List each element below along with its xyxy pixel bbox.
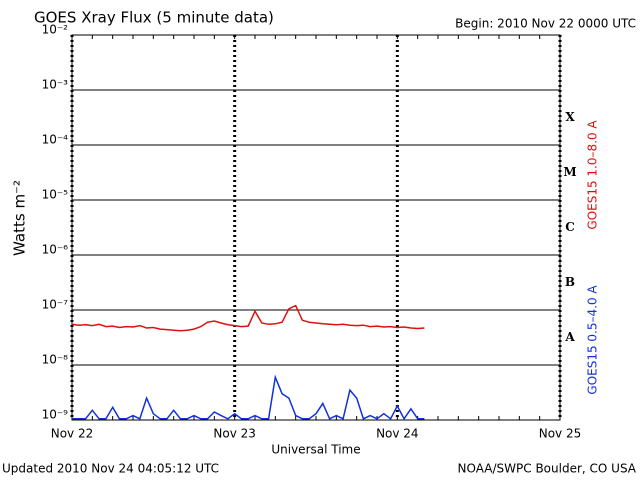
series-line bbox=[72, 374, 425, 421]
flare-class-label: C bbox=[565, 220, 575, 234]
chart-title: GOES Xray Flux (5 minute data) bbox=[34, 9, 274, 27]
y-tick-label: 10⁻² bbox=[42, 23, 69, 37]
x-tick-label: Nov 23 bbox=[213, 427, 256, 441]
y-tick-label: 10⁻⁹ bbox=[42, 408, 69, 422]
flare-class-label: B bbox=[565, 275, 575, 289]
y-axis-label: Watts m⁻² bbox=[11, 180, 29, 256]
series-line bbox=[71, 304, 425, 332]
updated-text: Updated 2010 Nov 24 04:05:12 UTC bbox=[2, 462, 219, 476]
y-tick-label: 10⁻⁷ bbox=[42, 298, 69, 312]
y-tick-label: 10⁻⁵ bbox=[42, 188, 69, 202]
flare-class-label: X bbox=[565, 110, 575, 124]
x-tick-label: Nov 24 bbox=[376, 427, 419, 441]
x-axis-label: Universal Time bbox=[271, 443, 360, 457]
y-tick-label: 10⁻⁶ bbox=[42, 243, 69, 257]
legend-entry: GOES15 0.5–4.0 A bbox=[586, 285, 600, 395]
legend-entry: GOES15 1.0–8.0 A bbox=[586, 120, 600, 230]
x-tick-label: Nov 22 bbox=[51, 427, 94, 441]
flare-class-label: A bbox=[564, 330, 575, 344]
x-tick-label: Nov 25 bbox=[539, 427, 582, 441]
plot-frame bbox=[71, 34, 561, 421]
source-text: NOAA/SWPC Boulder, CO USA bbox=[458, 462, 637, 476]
subtitle: Begin: 2010 Nov 22 0000 UTC bbox=[455, 17, 636, 31]
flare-class-label: M bbox=[563, 165, 576, 179]
y-tick-label: 10⁻³ bbox=[42, 78, 69, 92]
y-tick-label: 10⁻⁴ bbox=[42, 133, 69, 147]
y-tick-label: 10⁻⁸ bbox=[42, 353, 69, 367]
